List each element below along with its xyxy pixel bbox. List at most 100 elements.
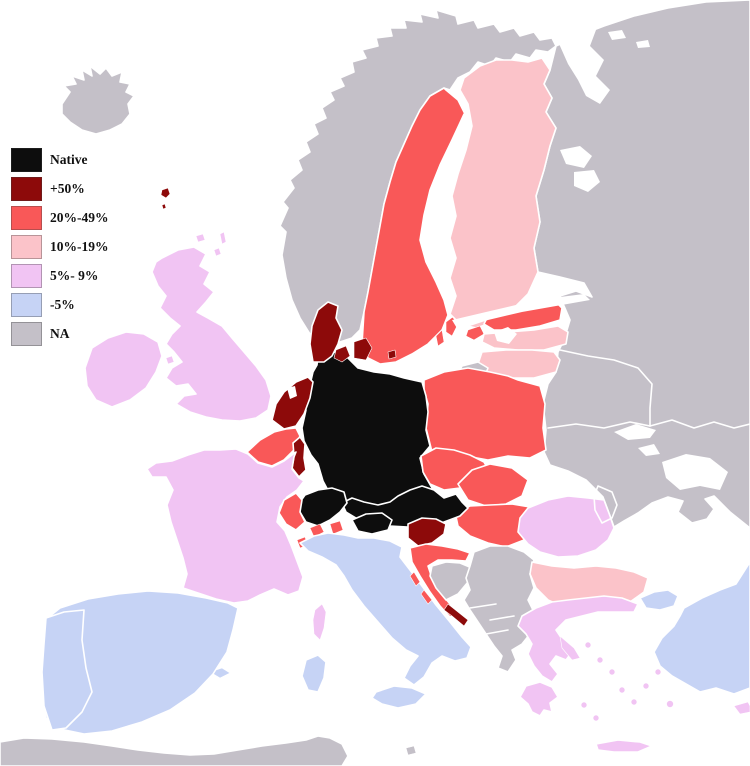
region-turkey [653, 561, 750, 695]
region-romania [517, 495, 615, 558]
legend-swatch-5-9 [11, 264, 42, 288]
region-dubrovnik-coast [443, 603, 469, 627]
legend-swatch-minus5 [11, 293, 42, 317]
legend: Native +50% 20%-49% 10%-19% 5%- 9% -5% N… [11, 148, 109, 351]
region-bosnia [429, 561, 473, 601]
region-latvia [481, 325, 569, 351]
region-france [146, 448, 305, 604]
region-croatia-island-a [409, 571, 421, 587]
legend-row: 5%- 9% [11, 264, 109, 288]
sea-of-azov [662, 454, 728, 490]
region-poland [423, 367, 547, 461]
region-italy [299, 532, 472, 686]
dnieper-river-a [614, 424, 656, 440]
region-south-tyrol [351, 512, 393, 535]
region-denmark-jutland [309, 301, 343, 363]
region-isle-of-man [165, 355, 175, 365]
aegean-island-icon [580, 701, 588, 709]
region-cyprus [733, 701, 750, 715]
legend-label: 10%-19% [50, 239, 109, 254]
legend-row: -5% [11, 293, 109, 317]
region-sicily [371, 685, 427, 709]
lake-onega [574, 170, 600, 192]
region-orkney [195, 233, 206, 243]
white-sea [552, 8, 610, 104]
region-croatia-island-b [420, 589, 433, 605]
region-malta [405, 745, 417, 756]
region-shetland-north [219, 231, 227, 245]
border-ukraine-russia [649, 419, 750, 429]
region-iceland [61, 65, 135, 135]
region-oland [435, 329, 445, 347]
region-ireland [84, 331, 163, 408]
lake-small-a [608, 30, 626, 40]
region-north-africa [0, 735, 349, 766]
region-switzerland-german [299, 487, 348, 527]
ijsselmeer [287, 386, 297, 399]
legend-label: 20%-49% [50, 210, 109, 225]
region-finland [449, 57, 557, 329]
legend-row: Native [11, 148, 109, 172]
border-montenegro-serbia [469, 603, 497, 609]
region-western-balkans [463, 545, 535, 673]
region-bornholm [387, 349, 397, 360]
region-greece [517, 595, 639, 683]
aegean-island-icon [592, 714, 600, 722]
legend-row: 20%-49% [11, 206, 109, 230]
gulf-of-riga [494, 327, 517, 344]
legend-row: NA [11, 322, 109, 346]
aegean-island-icon [584, 641, 592, 649]
region-turkey-europe [639, 589, 679, 611]
aegean-island-icon [630, 698, 638, 706]
lake-ladoga [560, 146, 592, 168]
legend-swatch-20-49 [11, 206, 42, 230]
region-switzerland-south-b [329, 520, 344, 535]
legend-label: Native [50, 152, 88, 167]
region-denmark-zealand [353, 337, 373, 361]
region-belgium [246, 427, 301, 467]
region-shetland-south [213, 247, 222, 257]
region-rhodes [666, 700, 674, 708]
region-portugal [41, 609, 93, 731]
region-switzerland-south-a [309, 523, 325, 538]
legend-label: NA [50, 326, 70, 341]
border-belarus-ukraine [547, 421, 651, 429]
legend-label: +50% [50, 181, 85, 196]
region-sweden [361, 87, 467, 365]
aegean-island-icon [654, 668, 662, 676]
legend-swatch-10-19 [11, 235, 42, 259]
border-kosovo-macedonia [489, 615, 515, 621]
legend-row: +50% [11, 177, 109, 201]
region-peloponnese [519, 681, 559, 717]
legend-row: 10%-19% [11, 235, 109, 259]
region-corsica [312, 603, 327, 641]
region-netherlands [271, 376, 314, 430]
region-uk [151, 246, 272, 422]
region-sardinia [301, 654, 327, 693]
border-albania-macedonia [485, 629, 509, 635]
legend-label: -5% [50, 297, 75, 312]
aegean-island-icon [618, 686, 626, 694]
dnieper-river-b [638, 444, 660, 456]
region-slovenia [407, 517, 447, 547]
aegean-island-icon [596, 656, 604, 664]
aegean-island-icon [608, 668, 616, 676]
region-faroe [160, 187, 171, 199]
legend-swatch-plus50 [11, 177, 42, 201]
region-switzerland-west [278, 492, 306, 531]
legend-swatch-native [11, 148, 42, 172]
region-slovakia [457, 463, 529, 507]
gulf-of-finland [452, 294, 590, 330]
region-faroe-small [161, 203, 167, 210]
lake-small-b [636, 40, 650, 48]
region-crete [595, 739, 653, 753]
legend-swatch-na [11, 322, 42, 346]
legend-label: 5%- 9% [50, 268, 99, 283]
aegean-island-icon [642, 682, 650, 690]
border-belarus-russia [559, 349, 653, 427]
region-saaremaa [465, 325, 485, 341]
border-moldova [593, 485, 618, 524]
